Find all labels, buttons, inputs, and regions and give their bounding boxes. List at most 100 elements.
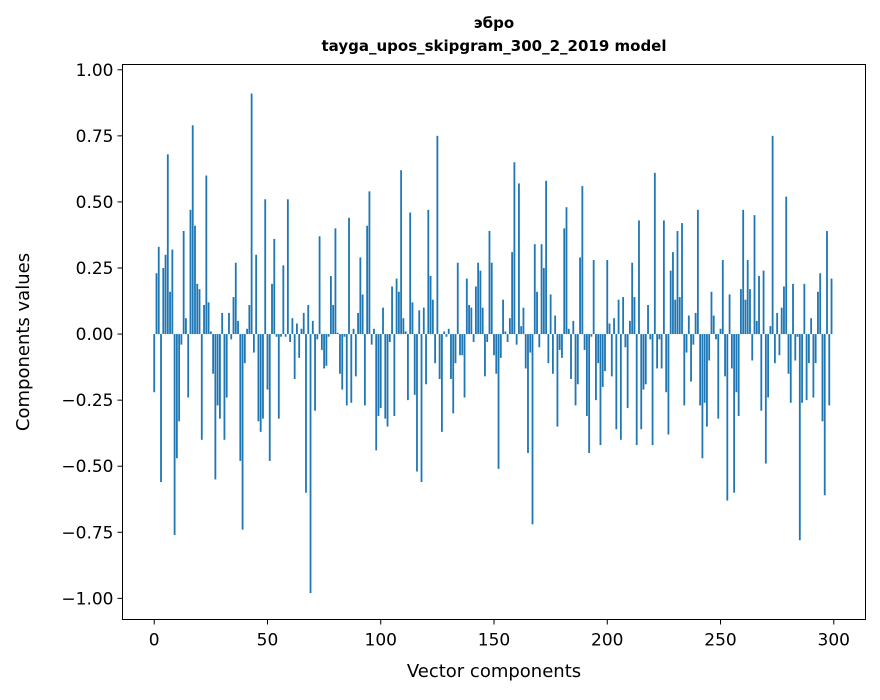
bar-component-292 xyxy=(814,334,817,364)
bar-component-116 xyxy=(416,334,418,472)
bar-component-134 xyxy=(456,262,459,335)
bar-component-23 xyxy=(205,175,208,335)
bar-component-78 xyxy=(329,275,332,335)
bar-component-164 xyxy=(524,334,527,369)
bar-component-261 xyxy=(744,299,747,335)
bar-component-181 xyxy=(563,228,566,335)
bar-component-124 xyxy=(434,334,437,364)
bar-component-169 xyxy=(536,291,538,335)
bar-component-252 xyxy=(724,334,726,377)
bar-component-245 xyxy=(708,334,711,361)
bar-component-80 xyxy=(334,228,337,335)
bar-component-29 xyxy=(218,334,221,419)
bar-component-290 xyxy=(810,318,813,335)
bar-component-143 xyxy=(477,262,480,335)
bar-component-65 xyxy=(300,328,303,335)
bar-component-25 xyxy=(209,331,212,335)
bar-component-198 xyxy=(601,334,604,387)
bar-component-73 xyxy=(318,236,321,335)
bar-component-36 xyxy=(234,262,237,335)
bar-component-223 xyxy=(658,334,661,340)
bar-component-265 xyxy=(753,215,756,335)
bar-component-76 xyxy=(325,334,328,366)
bar-component-135 xyxy=(459,334,461,356)
bar-component-256 xyxy=(733,334,736,493)
x-tick-label: 250 xyxy=(704,631,736,651)
bar-component-139 xyxy=(468,305,470,335)
bar-component-49 xyxy=(264,199,267,335)
bar-component-45 xyxy=(255,254,258,335)
bar-component-26 xyxy=(212,334,215,374)
x-tick-label: 150 xyxy=(478,631,510,651)
bar-component-236 xyxy=(687,315,690,335)
bar-component-180 xyxy=(561,334,563,358)
bar-component-285 xyxy=(798,334,801,541)
bar-component-295 xyxy=(821,334,824,422)
bar-component-259 xyxy=(740,289,742,335)
bar-component-86 xyxy=(348,217,350,335)
bar-component-226 xyxy=(665,334,668,393)
bar-component-281 xyxy=(789,334,792,403)
bar-component-240 xyxy=(696,209,699,335)
bar-component-157 xyxy=(508,318,511,335)
bar-component-119 xyxy=(422,307,425,335)
bar-component-70 xyxy=(311,320,314,335)
bar-component-177 xyxy=(554,315,557,335)
bar-component-104 xyxy=(388,334,391,342)
bar-component-191 xyxy=(585,334,588,416)
bar-component-19 xyxy=(196,283,199,335)
bar-component-46 xyxy=(257,334,260,422)
bar-component-67 xyxy=(305,334,307,493)
bar-component-74 xyxy=(320,334,323,350)
bar-component-111 xyxy=(404,331,407,335)
bar-component-106 xyxy=(393,334,396,416)
bar-component-219 xyxy=(649,334,652,340)
bar-component-270 xyxy=(764,334,767,464)
bar-component-205 xyxy=(617,299,620,335)
bar-component-155 xyxy=(504,331,507,335)
bar-component-17 xyxy=(191,125,194,335)
bar-component-103 xyxy=(386,334,389,427)
bar-component-283 xyxy=(794,334,797,361)
bar-component-146 xyxy=(484,334,486,377)
bar-component-274 xyxy=(773,334,776,364)
x-tick-label: 50 xyxy=(257,631,279,651)
bar-component-115 xyxy=(413,334,416,395)
bar-component-185 xyxy=(572,320,575,335)
bar-component-82 xyxy=(339,334,341,374)
bar-component-85 xyxy=(345,334,348,406)
bar-component-288 xyxy=(805,334,808,401)
bar-component-125 xyxy=(436,135,439,335)
bar-component-56 xyxy=(280,334,282,337)
bar-component-163 xyxy=(522,307,525,335)
bar-component-138 xyxy=(465,278,468,335)
bar-component-172 xyxy=(542,268,545,335)
bar-component-287 xyxy=(803,283,806,335)
bar-component-171 xyxy=(540,244,543,335)
bar-component-225 xyxy=(662,220,665,335)
bar-component-293 xyxy=(817,291,819,335)
bar-component-11 xyxy=(178,334,181,422)
x-axis: 0 50 100 150 200 250 300 xyxy=(149,619,850,651)
bar-component-8 xyxy=(171,249,174,335)
bar-component-190 xyxy=(583,334,586,350)
bar-component-296 xyxy=(823,334,826,496)
bar-component-47 xyxy=(259,334,262,432)
bar-component-204 xyxy=(615,334,618,430)
bar-component-238 xyxy=(692,334,695,345)
bar-component-66 xyxy=(302,312,305,335)
bar-component-232 xyxy=(678,297,681,335)
bar-component-179 xyxy=(558,334,561,350)
bar-component-217 xyxy=(644,334,647,385)
bar-component-41 xyxy=(246,328,248,335)
bar-component-218 xyxy=(647,305,649,335)
bar-component-168 xyxy=(533,244,536,335)
bar-component-222 xyxy=(656,334,659,369)
bar-component-251 xyxy=(721,260,724,335)
bar-component-255 xyxy=(730,334,733,369)
bar-component-271 xyxy=(767,334,770,398)
bar-component-132 xyxy=(452,334,455,414)
bar-component-237 xyxy=(690,334,692,382)
bar-component-206 xyxy=(619,334,622,440)
bar-component-173 xyxy=(545,180,548,335)
